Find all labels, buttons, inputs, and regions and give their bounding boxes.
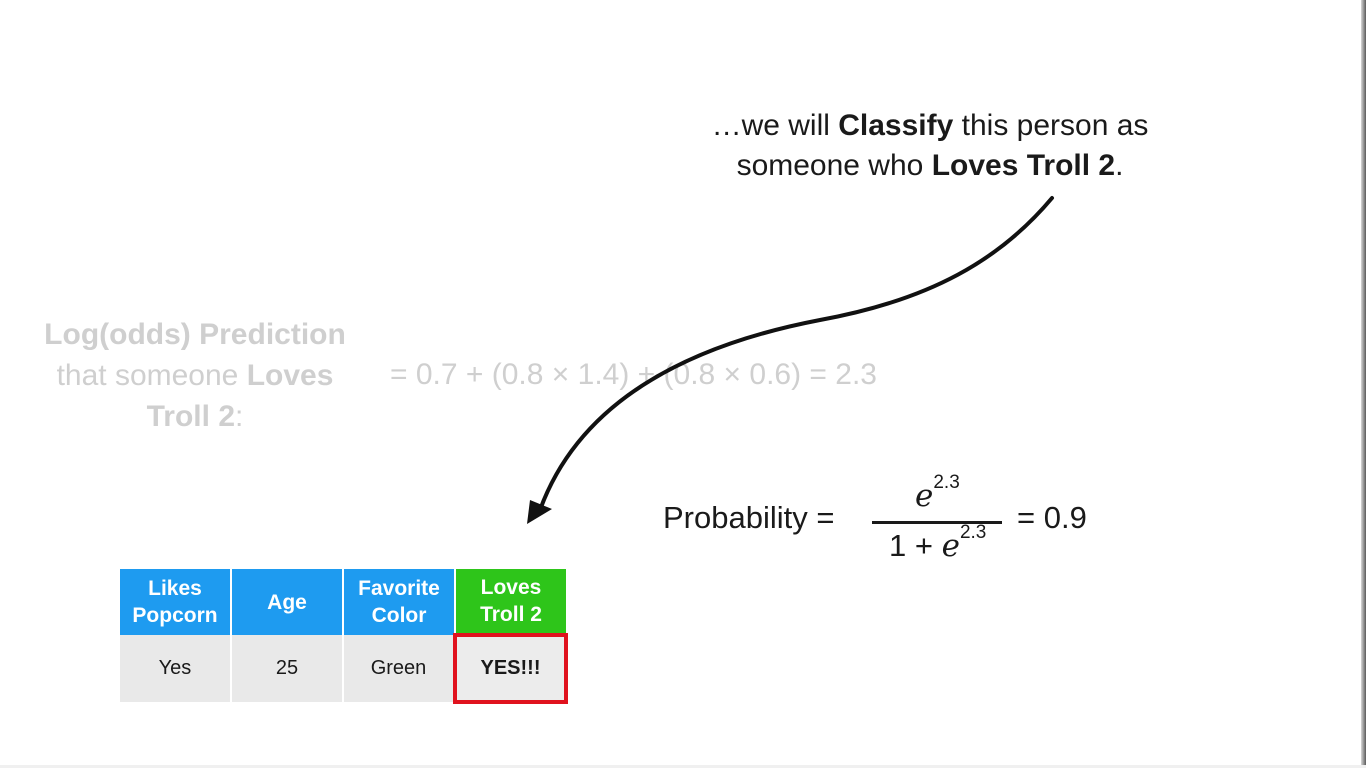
cell-favorite-color: Green xyxy=(343,635,456,702)
header-text: Troll 2 xyxy=(480,603,542,626)
header-text: Loves xyxy=(480,576,542,599)
caption-bold-classify: Classify xyxy=(838,109,954,142)
data-table: Likes Popcorn Age Favorite Color Loves Trol… xyxy=(120,569,568,704)
log-odds-label-line-1: Log(odds) Prediction xyxy=(44,318,346,351)
table-header-row: Likes Popcorn Age Favorite Color Loves Trol… xyxy=(120,569,566,635)
log-odds-label-text: : xyxy=(235,400,244,433)
caption-line-1: …we will Classify this person as xyxy=(640,106,1220,146)
header-loves-troll-2: Loves Troll 2 xyxy=(455,569,566,635)
caption-text: . xyxy=(1115,149,1124,182)
denominator-base: e xyxy=(941,528,960,564)
cell-loves-troll-2-prediction: YES!!! xyxy=(453,633,568,704)
log-odds-label: Log(odds) Prediction that someone Loves … xyxy=(20,314,370,437)
header-text: Likes xyxy=(148,577,202,600)
header-text: Color xyxy=(371,604,427,627)
fraction-bar xyxy=(872,521,1002,524)
header-text: Age xyxy=(267,590,307,614)
header-likes-popcorn: Likes Popcorn xyxy=(120,569,232,635)
caption-text: …we will xyxy=(711,109,839,142)
denominator-prefix: 1 + xyxy=(889,528,942,563)
log-odds-label-bold: Loves xyxy=(246,359,334,392)
log-odds-label-bold: Troll 2 xyxy=(146,400,235,433)
cell-age: 25 xyxy=(231,635,344,702)
caption-text: this person as xyxy=(953,109,1149,142)
window-edge xyxy=(1361,0,1366,768)
caption-line-2: someone who Loves Troll 2. xyxy=(640,146,1220,186)
header-favorite-color: Favorite Color xyxy=(343,569,456,635)
header-age: Age xyxy=(231,569,344,635)
table-row: Yes 25 Green YES!!! xyxy=(120,633,568,704)
probability-denominator: 1 + e2.3 xyxy=(889,522,986,564)
log-odds-label-line-3: Troll 2: xyxy=(20,396,370,437)
cell-likes-popcorn: Yes xyxy=(120,635,232,702)
log-odds-equation: = 0.7 + (0.8 × 1.4) + (0.8 × 0.6) = 2.3 xyxy=(390,358,877,391)
log-odds-label-text: that someone xyxy=(56,359,247,392)
classification-caption: …we will Classify this person as someone… xyxy=(640,106,1220,186)
caption-bold-loves-troll: Loves Troll 2 xyxy=(931,149,1116,182)
header-text: Popcorn xyxy=(132,604,218,627)
header-text: Favorite xyxy=(358,577,440,600)
probability-numerator: e2.3 xyxy=(915,472,960,514)
denominator-exponent: 2.3 xyxy=(959,522,987,543)
probability-label: Probability = xyxy=(663,500,835,535)
numerator-exponent: 2.3 xyxy=(933,472,960,493)
log-odds-label-line-2: that someone Loves xyxy=(20,355,370,396)
window-bottom-edge xyxy=(0,765,1366,768)
probability-result: = 0.9 xyxy=(1017,500,1087,535)
caption-text: someone who xyxy=(736,149,932,182)
numerator-base: e xyxy=(915,478,934,514)
